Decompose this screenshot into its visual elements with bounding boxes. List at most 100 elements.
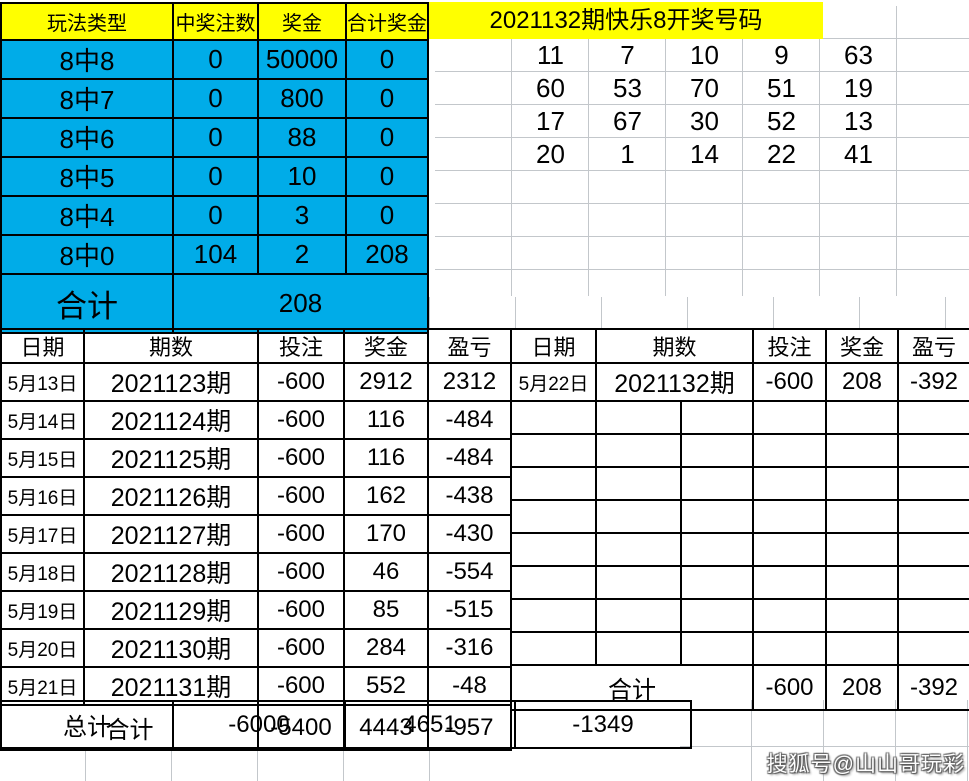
date-cell: 5月22日 — [510, 362, 597, 402]
draw-number: 63 — [844, 40, 873, 70]
history-table-right: 日期 期数 投注 奖金 盈亏 5月22日 2021132期 -600 208 -… — [509, 328, 969, 711]
history-row: 5月14日 2021124期 -600 116 -484 — [0, 400, 512, 440]
bet-cell: -600 — [257, 590, 345, 630]
prize-amount-cell: 88 — [257, 117, 347, 158]
empty-cell — [510, 433, 597, 468]
history-empty-row — [510, 565, 969, 600]
hist-col-header-pl: 盈亏 — [897, 328, 969, 364]
prize-type-cell: 8中7 — [0, 78, 174, 119]
date-cell: 5月13日 — [0, 362, 85, 402]
prize-row: 8中4 0 3 0 — [0, 195, 429, 236]
empty-cell — [679, 532, 755, 567]
grand-total-label: 总计 — [0, 700, 174, 749]
prize-cell: 116 — [343, 438, 429, 478]
history-row: 5月20日 2021130期 -600 284 -316 — [0, 628, 512, 668]
draw-number: 70 — [690, 73, 719, 103]
grand-total-row: 总计 -6000 4651 -1349 — [0, 700, 692, 749]
draw-number: 7 — [620, 40, 635, 70]
prize-row: 8中7 0 800 0 — [0, 78, 429, 119]
prize-amount-cell: 800 — [257, 78, 347, 119]
draw-title: 2021132期快乐8开奖号码 — [429, 2, 823, 39]
history-table-left: 日期 期数 投注 奖金 盈亏 5月13日 2021123期 -600 2912 … — [0, 328, 512, 751]
period-cell: 2021125期 — [83, 438, 259, 478]
empty-cell — [595, 400, 682, 435]
empty-cell — [595, 631, 682, 666]
prize-amount-cell: 10 — [257, 156, 347, 197]
bet-cell: -600 — [257, 438, 345, 478]
empty-cell — [897, 433, 969, 468]
empty-cell — [595, 598, 682, 633]
prize-count-cell: 104 — [172, 234, 259, 275]
history-row: 5月18日 2021128期 -600 46 -554 — [0, 552, 512, 592]
draw-number: 52 — [767, 106, 796, 136]
prize-row: 8中8 0 50000 0 — [0, 39, 429, 80]
draw-number: 20 — [536, 139, 565, 169]
history-row: 5月16日 2021126期 -600 162 -438 — [0, 476, 512, 516]
prize-amount-cell: 2 — [257, 234, 347, 275]
history-empty-row — [510, 400, 969, 435]
prize-col-header-type: 玩法类型 — [0, 2, 174, 41]
history-row: 5月13日 2021123期 -600 2912 2312 — [0, 362, 512, 402]
empty-cell — [679, 631, 755, 666]
date-cell: 5月19日 — [0, 590, 85, 630]
empty-cell — [595, 466, 682, 501]
prize-grand-total-value: 208 — [172, 273, 429, 334]
history-row: 5月22日 2021132期 -600 208 -392 — [510, 362, 969, 402]
period-cell: 2021123期 — [83, 362, 259, 402]
grand-total-bet-cell: -6000 — [172, 700, 346, 749]
pl-cell: -392 — [897, 362, 969, 402]
empty-cell — [752, 433, 828, 468]
prize-total-cell: 208 — [345, 234, 429, 275]
pl-cell: -515 — [427, 590, 512, 630]
pl-cell: -438 — [427, 476, 512, 516]
empty-cell — [752, 499, 828, 534]
empty-cell — [679, 565, 755, 600]
total-bet-cell: -600 — [752, 664, 828, 711]
empty-cell — [897, 499, 969, 534]
prize-col-header-total: 合计奖金 — [345, 2, 429, 41]
prize-total-label: 合计 — [0, 273, 174, 334]
prize-cell: 46 — [343, 552, 429, 592]
empty-cell — [679, 400, 755, 435]
prize-row: 8中0 104 2 208 — [0, 234, 429, 275]
draw-number: 1 — [620, 139, 635, 169]
empty-cell — [752, 565, 828, 600]
draw-number: 60 — [536, 73, 565, 103]
prize-type-cell: 8中5 — [0, 156, 174, 197]
empty-cell — [510, 631, 597, 666]
empty-cell — [510, 466, 597, 501]
background-grid-bottom-right — [680, 700, 969, 781]
bet-cell: -600 — [257, 514, 345, 554]
empty-cell — [595, 532, 682, 567]
empty-cell — [679, 466, 755, 501]
empty-cell — [897, 631, 969, 666]
empty-cell — [825, 631, 900, 666]
prize-total-row: 合计 208 — [0, 273, 429, 334]
draw-number: 53 — [613, 73, 642, 103]
draw-number: 11 — [537, 40, 564, 70]
date-cell: 5月17日 — [0, 514, 85, 554]
hist-col-header-bet: 投注 — [257, 328, 345, 364]
prize-row: 8中5 0 10 0 — [0, 156, 429, 197]
prize-cell: 162 — [343, 476, 429, 516]
prize-total-cell: 0 — [345, 195, 429, 236]
empty-cell — [510, 598, 597, 633]
date-cell: 5月15日 — [0, 438, 85, 478]
draw-number: 51 — [767, 73, 796, 103]
empty-cell — [752, 400, 828, 435]
prize-cell: 170 — [343, 514, 429, 554]
empty-cell — [510, 400, 597, 435]
prize-total-cell: 0 — [345, 156, 429, 197]
prize-count-cell: 0 — [172, 117, 259, 158]
watermark: 搜狐号@山山哥玩彩 — [766, 753, 965, 776]
bet-cell: -600 — [257, 552, 345, 592]
pl-cell: -316 — [427, 628, 512, 668]
prize-cell: 116 — [343, 400, 429, 440]
empty-cell — [595, 499, 682, 534]
hist-col-header-bet: 投注 — [752, 328, 828, 364]
empty-cell — [825, 400, 900, 435]
prize-cell: 284 — [343, 628, 429, 668]
draw-number: 9 — [774, 40, 789, 70]
draw-number: 67 — [613, 106, 642, 136]
